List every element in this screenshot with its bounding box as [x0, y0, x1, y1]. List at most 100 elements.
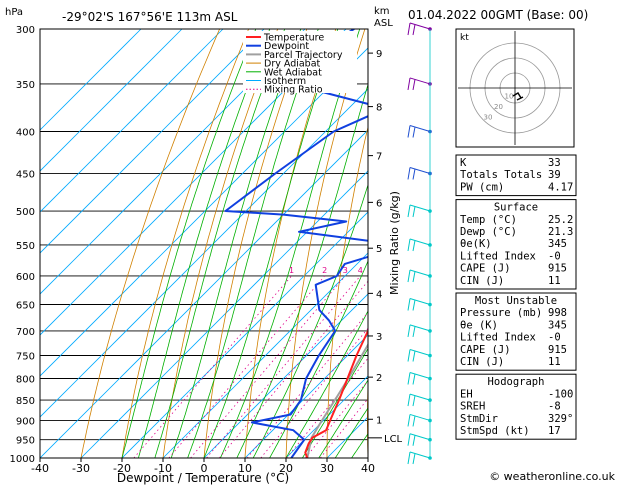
surface-table-row-value: 11 — [548, 275, 561, 287]
hodograph-ring-label: 30 — [484, 114, 493, 122]
pressure-tick-label: 500 — [16, 207, 35, 218]
most-unstable-table-row-value: -0 — [548, 332, 561, 344]
wind-barb-flag — [412, 350, 416, 362]
wet-adiabat — [220, 29, 361, 458]
wet-adiabat — [170, 29, 302, 458]
km-tick-label: 9 — [376, 49, 382, 60]
legend-label: Wet Adiabat — [264, 67, 322, 78]
pressure-tick-label: 600 — [16, 272, 35, 283]
most-unstable-table-row-value: 915 — [548, 344, 567, 356]
dry-adiabat — [244, 29, 337, 458]
isotherm-line — [40, 29, 265, 254]
hodograph-ring-label: 20 — [494, 103, 503, 111]
hodograph-table-row-label: EH — [460, 388, 473, 400]
wind-barb-flag — [412, 326, 416, 338]
temperature-line — [304, 328, 368, 458]
copyright-text: © weatheronline.co.uk — [489, 470, 615, 483]
pressure-tick-label: 850 — [16, 396, 35, 407]
mixing-ratio-line — [206, 275, 361, 458]
wind-barb-flag — [412, 168, 416, 180]
surface-table-row-label: CIN (J) — [460, 275, 504, 287]
km-tick-label: 6 — [376, 198, 382, 209]
pressure-tick-label: 750 — [16, 351, 35, 362]
x-tick-label: -10 — [154, 462, 172, 475]
pressure-tick-label: 800 — [16, 374, 35, 385]
wet-adiabat — [138, 29, 271, 458]
dry-adiabat — [285, 29, 366, 458]
wind-barb-staff — [409, 413, 431, 421]
wet-adiabat — [318, 379, 368, 458]
height-unit-asl: ASL — [374, 18, 393, 29]
wind-barb-flag — [407, 433, 411, 446]
dry-adiabat — [326, 125, 368, 458]
most-unstable-table-title: Most Unstable — [475, 295, 557, 307]
isotherm-line — [40, 29, 306, 295]
mixing-ratio-label: 5 — [370, 266, 375, 275]
hodograph-unit: kt — [460, 33, 469, 43]
most-unstable-table-row-label: CIN (J) — [460, 356, 504, 368]
indices-table-row-label: Totals Totals — [460, 169, 542, 181]
isotherm-line — [40, 88, 368, 418]
mixing-ratio-line — [246, 311, 368, 458]
most-unstable-table-row-label: CAPE (J) — [460, 344, 511, 356]
indices-table-row-label: K — [460, 157, 467, 169]
dry-adiabat — [121, 29, 249, 458]
wet-adiabat — [121, 29, 257, 458]
surface-table-box — [455, 199, 577, 290]
wind-barb-flag — [407, 349, 411, 362]
indices-table-box — [455, 154, 577, 197]
legend-label: Temperature — [263, 33, 324, 44]
hodograph-table-row-value: -100 — [548, 388, 573, 400]
x-tick-label: 20 — [279, 462, 293, 475]
wet-adiabat — [269, 260, 368, 458]
wind-barb-flag — [412, 126, 416, 138]
wind-barb-flag — [407, 269, 411, 283]
wind-barb-flag — [412, 79, 416, 91]
wet-adiabat — [236, 83, 368, 458]
wind-barb-flag — [412, 395, 416, 407]
isotherm-line — [203, 293, 368, 458]
legend-label: Isotherm — [264, 76, 306, 87]
indices-table-row-value: 39 — [548, 169, 561, 181]
wind-barb-flag — [412, 415, 416, 427]
surface-table-row-label: Temp (°C) — [460, 214, 517, 226]
sounding-profiles — [224, 29, 368, 458]
mixing-ratio-line — [319, 398, 368, 458]
legend-label: Parcel Trajectory — [264, 50, 343, 61]
surface-table-row-value: 21.3 — [548, 226, 573, 238]
x-tick-label: 40 — [361, 462, 375, 475]
surface-table-title: Surface — [494, 202, 538, 214]
wind-barb-staff — [409, 298, 431, 305]
wind-barb-staff — [409, 349, 431, 356]
dewpoint-line — [224, 29, 368, 458]
wind-barb-staff — [409, 324, 431, 332]
hodograph-table-row-label: SREH — [460, 401, 485, 413]
hodograph-table-row-label: StmDir — [460, 413, 498, 425]
indices-table-row-value: 33 — [548, 157, 561, 169]
isotherm-line — [40, 129, 368, 458]
pressure-tick-label: 450 — [16, 169, 35, 180]
hodograph-table-row-value: 17 — [548, 425, 561, 437]
surface-table-row-value: 25.2 — [548, 214, 573, 226]
wind-barb-staff — [409, 125, 431, 132]
dry-adiabat — [586, 29, 614, 458]
wind-barb-flag — [407, 167, 411, 180]
surface-table-row-value: -0 — [548, 250, 561, 262]
mixing-ratio-label: 2 — [322, 266, 327, 275]
surface-table-row-value: 915 — [548, 263, 567, 275]
km-tick-label: 8 — [376, 103, 382, 114]
height-unit: km — [374, 6, 390, 17]
dry-adiabat — [367, 371, 368, 458]
x-axis-label: Dewpoint / Temperature (°C) — [117, 471, 289, 485]
km-tick-label: 1 — [376, 415, 382, 426]
station-location: -29°02'S 167°56'E 113m ASL — [62, 10, 238, 24]
wind-barb-staff — [409, 22, 431, 30]
pressure-tick-label: 550 — [16, 241, 35, 252]
wet-adiabat — [187, 29, 319, 458]
most-unstable-table-row-label: θe (K) — [460, 319, 498, 331]
isotherm-line — [40, 29, 224, 213]
km-tick-label: 2 — [376, 373, 382, 384]
wet-adiabat — [252, 183, 368, 458]
surface-table-row-label: Lifted Index — [460, 250, 536, 262]
